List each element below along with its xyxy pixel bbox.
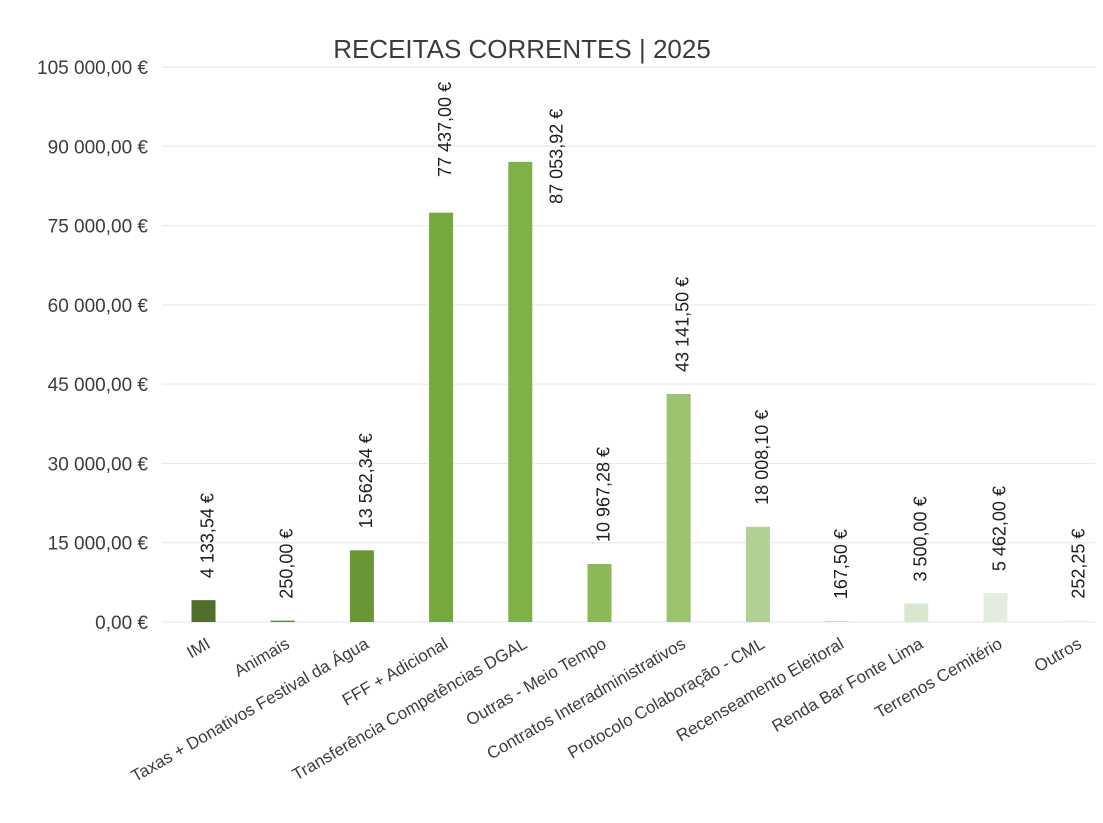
y-tick-label: 15 000,00 € bbox=[48, 534, 149, 555]
y-tick-label: 60 000,00 € bbox=[48, 296, 149, 317]
y-axis-tick-labels: 0,00 € 15 000,00 € 30 000,00 € 45 000,00 € 6… bbox=[37, 58, 148, 634]
data-label: 252,25 € bbox=[1069, 529, 1089, 599]
data-label: 43 141,50 € bbox=[673, 277, 693, 372]
bar bbox=[429, 212, 454, 623]
y-tick-label: 75 000,00 € bbox=[48, 217, 149, 238]
bar bbox=[1062, 620, 1087, 622]
data-label: 10 967,28 € bbox=[594, 447, 614, 542]
bar bbox=[191, 600, 216, 622]
y-tick-label: 0,00 € bbox=[95, 613, 148, 634]
y-tick-label: 105 000,00 € bbox=[37, 58, 148, 79]
data-label: 4 133,54 € bbox=[198, 493, 218, 578]
data-label: 250,00 € bbox=[277, 529, 297, 599]
y-tick-label: 90 000,00 € bbox=[48, 137, 149, 158]
bar bbox=[745, 526, 770, 622]
bar bbox=[825, 621, 850, 622]
x-tick-label: Outras - Meio Tempo bbox=[463, 634, 610, 730]
x-tick-label: Renda Bar Fonte Lima bbox=[769, 634, 927, 736]
data-label: 3 500,00 € bbox=[910, 496, 930, 581]
bar bbox=[904, 603, 929, 622]
data-label: 18 008,10 € bbox=[752, 410, 772, 505]
bar bbox=[508, 161, 533, 622]
data-label: 5 462,00 € bbox=[990, 486, 1010, 571]
bar bbox=[349, 550, 374, 622]
bar bbox=[270, 620, 295, 622]
bar bbox=[983, 593, 1008, 622]
x-tick-label: Animais bbox=[231, 634, 293, 681]
y-tick-label: 30 000,00 € bbox=[48, 454, 149, 475]
x-tick-label: Outros bbox=[1031, 634, 1085, 676]
y-tick-label: 45 000,00 € bbox=[48, 375, 149, 396]
gridlines bbox=[162, 66, 1095, 623]
data-label: 77 437,00 € bbox=[435, 82, 455, 177]
chart-title: RECEITAS CORRENTES | 2025 bbox=[333, 34, 711, 64]
data-labels: 4 133,54 € 250,00 € 13 562,34 € 77 437,00 €… bbox=[198, 82, 1089, 599]
x-tick-label: IMI bbox=[184, 634, 214, 662]
x-tick-label: Terrenos Cemitério bbox=[872, 634, 1006, 722]
data-label: 87 053,92 € bbox=[546, 109, 566, 204]
data-label: 13 562,34 € bbox=[356, 433, 376, 528]
data-label: 167,50 € bbox=[831, 529, 851, 599]
bar bbox=[587, 564, 612, 622]
bar bbox=[666, 393, 691, 622]
bars bbox=[191, 161, 1087, 623]
